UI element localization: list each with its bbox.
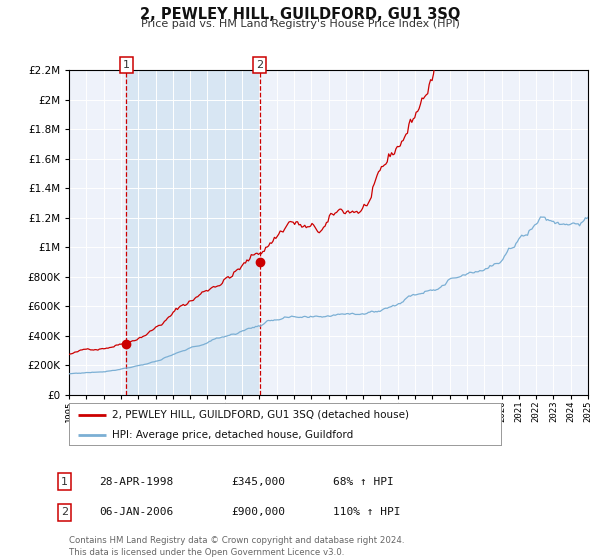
Bar [127,70,260,395]
Text: 28-APR-1998: 28-APR-1998 [99,477,173,487]
Text: £345,000: £345,000 [231,477,285,487]
Text: 68% ↑ HPI: 68% ↑ HPI [333,477,394,487]
Text: 110% ↑ HPI: 110% ↑ HPI [333,507,401,517]
Text: £900,000: £900,000 [231,507,285,517]
Text: 2, PEWLEY HILL, GUILDFORD, GU1 3SQ (detached house): 2, PEWLEY HILL, GUILDFORD, GU1 3SQ (deta… [112,410,409,420]
Text: Price paid vs. HM Land Registry's House Price Index (HPI): Price paid vs. HM Land Registry's House … [140,19,460,29]
Text: 06-JAN-2006: 06-JAN-2006 [99,507,173,517]
Text: 2: 2 [256,60,263,70]
Text: Contains HM Land Registry data © Crown copyright and database right 2024.
This d: Contains HM Land Registry data © Crown c… [69,536,404,557]
Text: 2, PEWLEY HILL, GUILDFORD, GU1 3SQ: 2, PEWLEY HILL, GUILDFORD, GU1 3SQ [140,7,460,22]
Text: HPI: Average price, detached house, Guildford: HPI: Average price, detached house, Guil… [112,430,353,440]
Text: 2: 2 [61,507,68,517]
Text: 1: 1 [123,60,130,70]
Text: 1: 1 [61,477,68,487]
